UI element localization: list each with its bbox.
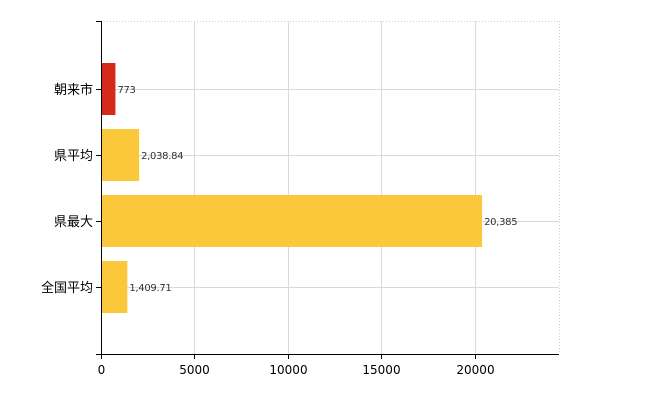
x-tick-label: 0 — [98, 363, 106, 377]
data-label: 1,409.71 — [129, 283, 171, 294]
category-label: 朝来市 — [54, 82, 93, 98]
category-label: 県平均 — [54, 149, 93, 164]
data-label: 20,385 — [484, 217, 517, 228]
bars — [101, 63, 483, 313]
bar-1 — [101, 63, 116, 115]
axes — [96, 21, 559, 359]
x-tick-label: 20000 — [456, 363, 494, 377]
x-tick-label: 5000 — [179, 363, 210, 377]
x-tick-label: 15000 — [362, 363, 400, 377]
category-label: 全国平均 — [41, 280, 93, 296]
data-label: 773 — [117, 85, 135, 96]
data-label: 2,038.84 — [141, 151, 183, 162]
bar-2 — [101, 129, 140, 181]
gridlines — [101, 21, 560, 354]
bar-4 — [101, 261, 128, 313]
bar-3 — [101, 195, 483, 247]
x-tick-label: 10000 — [269, 363, 307, 377]
category-label: 県最大 — [54, 215, 93, 230]
